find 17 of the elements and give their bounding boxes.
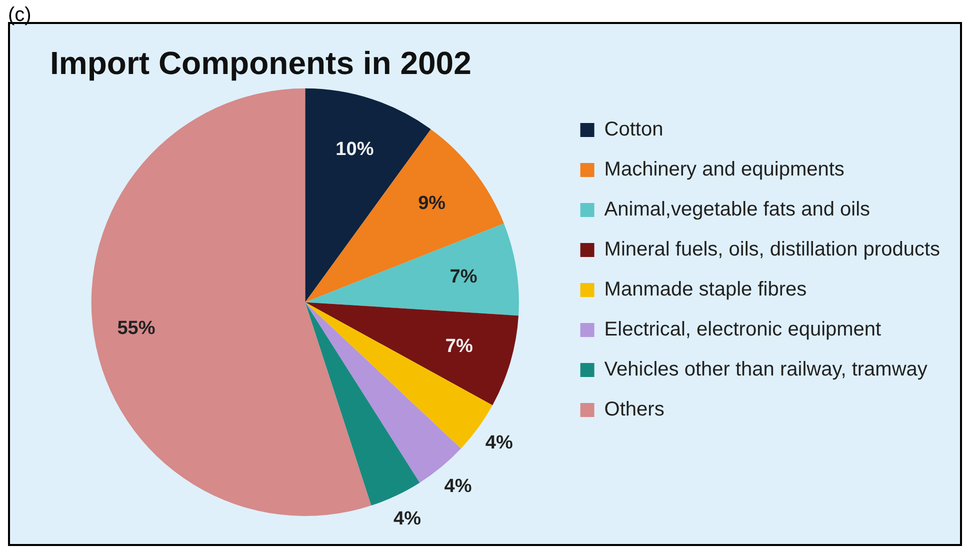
- chart-title: Import Components in 2002: [50, 45, 472, 82]
- data-label: 4%: [444, 476, 472, 498]
- data-label: 9%: [418, 193, 446, 214]
- legend-label: Vehicles other than railway, tramway: [604, 358, 928, 381]
- legend-label: Machinery and equipments: [604, 158, 844, 181]
- data-label: 4%: [485, 432, 513, 454]
- legend-label: Others: [604, 398, 664, 421]
- legend-label: Electrical, electronic equipment: [604, 318, 882, 341]
- data-label: 55%: [117, 318, 156, 340]
- legend-label: Animal,vegetable fats and oils: [604, 198, 870, 221]
- data-label: 4%: [394, 508, 422, 530]
- legend-label: Mineral fuels, oils, distillation products: [604, 238, 940, 261]
- data-label: 10%: [336, 138, 374, 160]
- legend-label: Cotton: [604, 118, 664, 141]
- data-label: 7%: [445, 336, 473, 358]
- legend-label: Manmade staple fibres: [604, 278, 807, 301]
- data-label: 7%: [450, 266, 478, 288]
